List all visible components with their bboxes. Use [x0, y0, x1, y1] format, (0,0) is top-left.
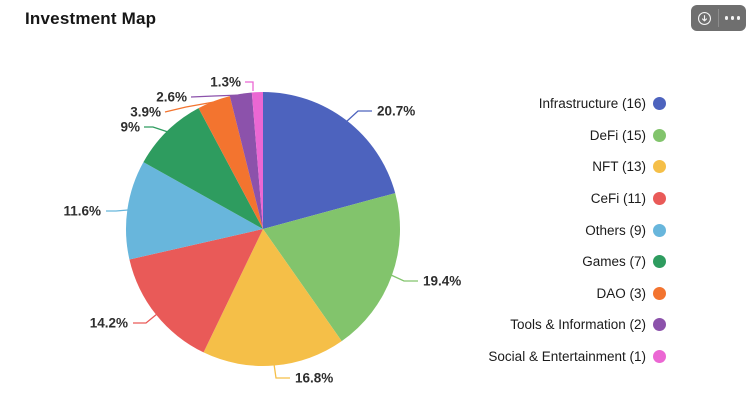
toolbar [691, 5, 746, 31]
pie-slice-games[interactable] [143, 108, 263, 229]
legend-label: NFT (13) [592, 159, 646, 175]
legend-dot [653, 223, 666, 237]
pie-percent-label-dao: 3.9% [130, 105, 161, 120]
pie-percent-label-infrastructure: 20.7% [377, 104, 415, 119]
ellipsis-icon [725, 16, 740, 20]
chart-legend: Infrastructure (16) DeFi (15) NFT (13) CeFi… [488, 88, 666, 372]
legend-label: Games (7) [582, 254, 646, 270]
download-circle-icon [696, 10, 713, 27]
pie-slice-social-entertainment[interactable] [251, 92, 263, 229]
leader-line-tools-information [190, 94, 242, 98]
legend-item-tools-information[interactable]: Tools & Information (2) [488, 309, 666, 341]
pie-percent-label-others: 11.6% [63, 204, 101, 219]
legend-label: Others (9) [585, 222, 646, 238]
leader-line-cefi [133, 313, 158, 324]
legend-label: DeFi (15) [589, 127, 646, 143]
legend-label: Infrastructure (16) [538, 96, 646, 112]
pie-percent-label-defi: 19.4% [423, 274, 461, 289]
legend-label: Tools & Information (2) [510, 317, 646, 333]
pie-slice-cefi[interactable] [129, 229, 263, 353]
pie-percent-label-cefi: 14.2% [90, 316, 128, 331]
legend-item-social-entertainment[interactable]: Social & Entertainment (1) [488, 341, 666, 373]
leader-line-dao [164, 101, 215, 113]
legend-dot [653, 160, 666, 174]
pie-percent-label-games: 9% [120, 120, 140, 135]
leader-line-infrastructure [345, 110, 372, 123]
legend-item-cefi[interactable]: CeFi (11) [488, 183, 666, 215]
pie-slice-nft[interactable] [203, 229, 342, 366]
pie-percent-label-social-entertainment: 1.3% [210, 75, 241, 90]
legend-dot [653, 286, 666, 300]
legend-item-infrastructure[interactable]: Infrastructure (16) [488, 88, 666, 120]
more-button[interactable] [719, 5, 746, 31]
legend-dot [653, 255, 666, 269]
legend-dot [653, 97, 666, 111]
page-title: Investment Map [25, 9, 157, 28]
legend-dot [653, 128, 666, 142]
pie-slice-tools-information[interactable] [229, 92, 263, 230]
pie-slice-defi[interactable] [263, 193, 400, 342]
legend-item-others[interactable]: Others (9) [488, 214, 666, 246]
legend-dot [653, 192, 666, 206]
toolbar-divider [718, 9, 719, 27]
legend-item-games[interactable]: Games (7) [488, 246, 666, 278]
legend-label: DAO (3) [596, 285, 646, 301]
download-button[interactable] [691, 5, 718, 31]
legend-dot [653, 318, 666, 332]
legend-item-nft[interactable]: NFT (13) [488, 151, 666, 183]
pie-slice-dao[interactable] [198, 96, 263, 229]
leader-line-defi [390, 274, 418, 282]
legend-label: CeFi (11) [590, 191, 646, 207]
pie-percent-label-tools-information: 2.6% [156, 90, 187, 105]
leader-line-others [106, 209, 129, 212]
pie-slice-infrastructure[interactable] [263, 92, 396, 229]
pie-percent-label-nft: 16.8% [295, 371, 333, 386]
pie-slice-others[interactable] [125, 162, 263, 260]
leader-line-games [144, 126, 169, 133]
legend-item-defi[interactable]: DeFi (15) [488, 120, 666, 152]
leader-line-social-entertainment [245, 81, 254, 91]
legend-dot [653, 350, 666, 364]
leader-line-nft [273, 363, 290, 379]
legend-label: Social & Entertainment (1) [488, 349, 646, 365]
legend-item-dao[interactable]: DAO (3) [488, 278, 666, 310]
